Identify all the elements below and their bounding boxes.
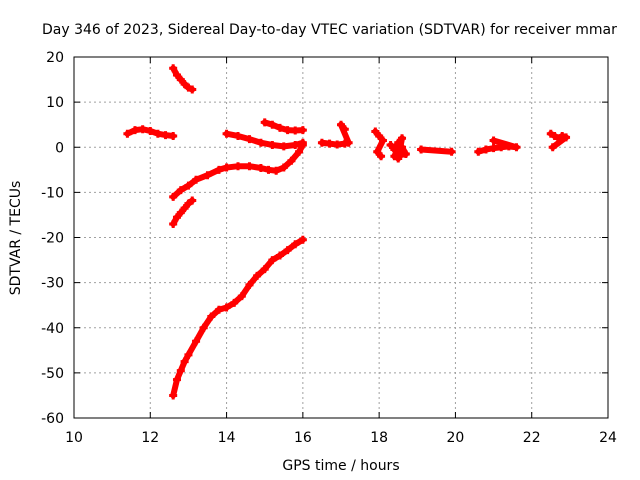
x-tick-label: 24 <box>599 430 617 446</box>
data-series <box>546 129 571 152</box>
data-series <box>260 118 307 135</box>
data-series <box>222 129 307 151</box>
data-series <box>123 125 178 140</box>
data-series <box>169 140 307 201</box>
y-tick-label: -40 <box>41 321 64 337</box>
chart-title: Day 346 of 2023, Sidereal Day-to-day VTE… <box>42 22 617 38</box>
data-point <box>298 126 307 135</box>
x-tick-label: 20 <box>447 430 465 446</box>
data-point <box>298 138 307 147</box>
plot-frame <box>73 56 609 419</box>
data-point <box>188 85 197 94</box>
y-tick-labels: 20 10 0 -10 -20 -30 -40 -50 -60 <box>41 50 64 427</box>
data-point <box>340 125 349 134</box>
x-tick-labels: 10 12 14 16 18 20 22 24 <box>65 430 617 446</box>
data-point <box>489 136 498 145</box>
y-axis-label: SDTVAR / TECUs <box>8 181 24 296</box>
data-point <box>377 152 386 161</box>
y-tick-label: -30 <box>41 276 64 292</box>
x-tick-label: 22 <box>523 430 541 446</box>
data-points <box>123 64 571 400</box>
y-tick-label: -20 <box>41 231 64 247</box>
data-point <box>188 196 197 205</box>
x-tick-label: 18 <box>370 430 388 446</box>
y-tick-label: 10 <box>46 95 64 111</box>
x-tick-label: 10 <box>65 430 83 446</box>
x-tick-label: 12 <box>141 430 159 446</box>
data-point <box>298 235 307 244</box>
y-tick-label: -10 <box>41 185 64 201</box>
y-tick-label: 20 <box>46 50 64 66</box>
data-track <box>549 134 570 151</box>
data-point <box>447 147 456 156</box>
data-point <box>394 154 403 163</box>
y-tick-label: 0 <box>55 140 64 156</box>
y-tick-label: -50 <box>41 366 64 382</box>
data-series <box>371 127 387 161</box>
grid <box>74 57 608 418</box>
data-series <box>474 136 521 156</box>
x-tick-label: 14 <box>218 430 236 446</box>
data-point <box>169 131 178 140</box>
data-series <box>169 64 197 94</box>
data-series <box>386 134 410 163</box>
x-tick-label: 16 <box>294 430 312 446</box>
x-axis-label: GPS time / hours <box>282 458 399 474</box>
data-series <box>417 145 456 156</box>
y-tick-label: -60 <box>41 411 64 427</box>
data-series <box>169 235 307 400</box>
data-series <box>317 120 353 149</box>
data-series <box>169 196 197 228</box>
data-point <box>548 143 557 152</box>
data-track <box>418 146 455 155</box>
